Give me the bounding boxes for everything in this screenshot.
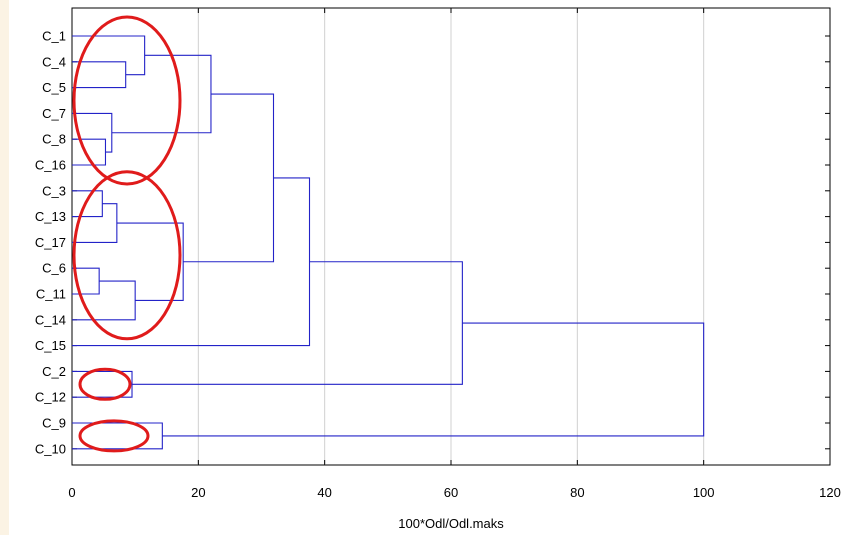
leaf-label-C_8: C_8 — [42, 132, 66, 147]
leaf-label-C_15: C_15 — [35, 338, 66, 353]
leaf-label-C_14: C_14 — [35, 312, 66, 327]
link-layer — [72, 35, 705, 450]
leaf-label-C_2: C_2 — [42, 364, 66, 379]
leaf-label-C_4: C_4 — [42, 54, 66, 69]
merge-link-n16 — [162, 322, 705, 437]
x-tick-label-100: 100 — [693, 485, 715, 500]
leaf-label-C_5: C_5 — [42, 80, 66, 95]
x-tick-label-40: 40 — [317, 485, 331, 500]
x-axis-title: 100*Odl/Odl.maks — [398, 516, 504, 531]
tick-layer: 0 20 40 60 80 100 120 C_1 C_4 C_5 C_7 C_8 C_16 C_3 C_1… — [35, 8, 841, 500]
leaf-label-C_6: C_6 — [42, 261, 66, 276]
x-tick-label-20: 20 — [191, 485, 205, 500]
x-tick-label-120: 120 — [819, 485, 841, 500]
x-tick-label-60: 60 — [444, 485, 458, 500]
merge-link-n3 — [72, 138, 107, 166]
x-tick-label-80: 80 — [570, 485, 584, 500]
merge-link-n10 — [116, 222, 184, 301]
leaf-label-C_3: C_3 — [42, 183, 66, 198]
annotation-ellipse-1 — [72, 15, 182, 186]
leaf-label-C_1: C_1 — [42, 29, 66, 44]
leaf-label-C_13: C_13 — [35, 209, 66, 224]
leaf-label-C_16: C_16 — [35, 158, 66, 173]
annotation-ellipse-2 — [72, 170, 182, 341]
annotation-layer — [72, 15, 182, 453]
leaf-label-C_10: C_10 — [35, 441, 66, 456]
leaf-label-C_12: C_12 — [35, 390, 66, 405]
leaf-label-C_7: C_7 — [42, 106, 66, 121]
left-background-strip — [0, 0, 9, 535]
leaf-label-C_9: C_9 — [42, 416, 66, 431]
merge-link-n13 — [72, 370, 133, 398]
grid-layer — [197, 8, 705, 465]
annotation-ellipse-4 — [78, 419, 150, 453]
annotation-ellipse-3 — [78, 367, 132, 401]
merge-link-n15 — [72, 422, 163, 450]
x-tick-label-0: 0 — [68, 485, 75, 500]
leaf-label-C_17: C_17 — [35, 235, 66, 250]
merge-link-n7 — [72, 203, 118, 243]
leaf-label-C_11: C_11 — [36, 287, 66, 302]
